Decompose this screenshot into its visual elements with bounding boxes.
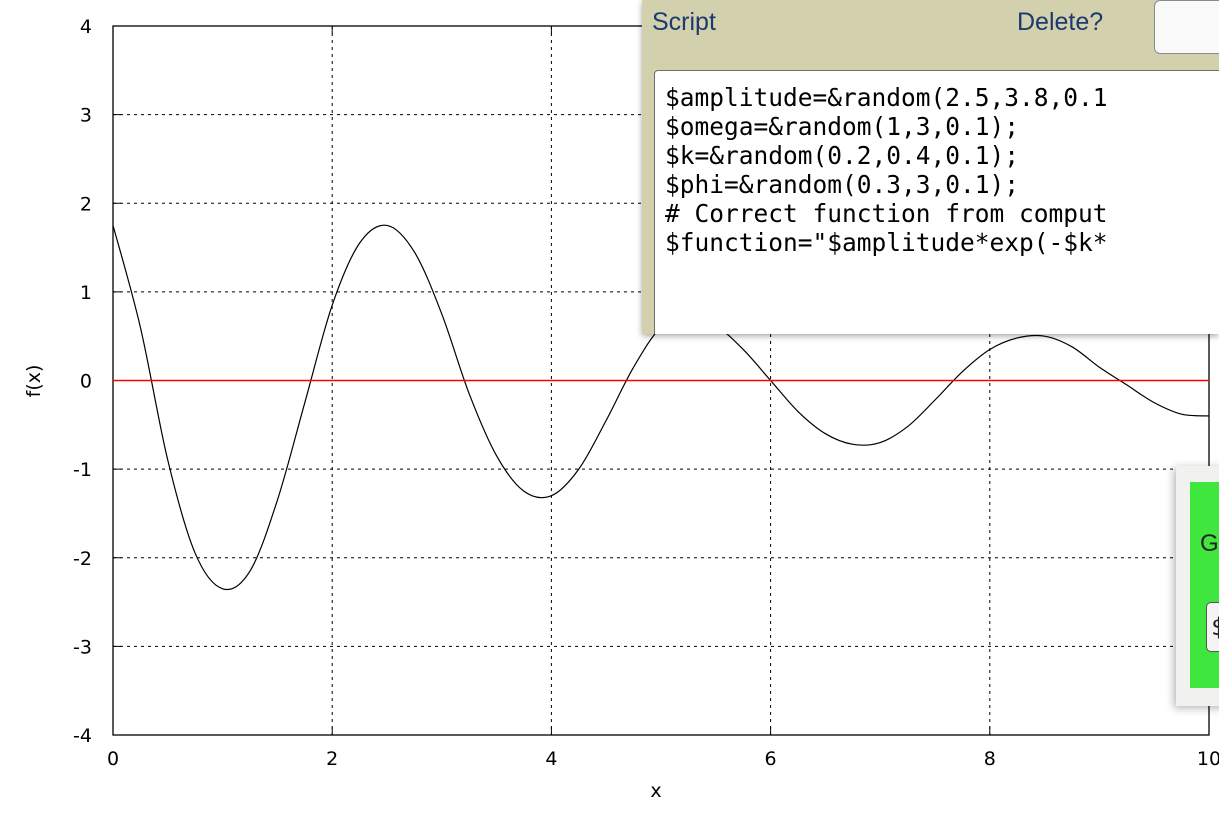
x-axis-label: x <box>650 780 661 802</box>
y-tick-label: 1 <box>80 282 92 304</box>
y-tick-label: -2 <box>73 548 92 570</box>
x-tick-label: 0 <box>107 748 119 770</box>
function-curve <box>112 224 1210 591</box>
answer-select[interactable]: $ <box>1206 602 1219 652</box>
x-tick-label: 4 <box>545 748 557 770</box>
x-tick-label: 10 <box>1197 748 1219 770</box>
script-line: $omega=&random(1,3,0.1); <box>665 112 1020 141</box>
x-tick-label: 6 <box>765 748 777 770</box>
script-line: $phi=&random(0.3,3,0.1); <box>665 170 1020 199</box>
y-tick-label: -3 <box>73 636 92 658</box>
script-line: $amplitude=&random(2.5,3.8,0.1 <box>665 83 1108 112</box>
script-line: # Correct function from comput <box>665 199 1108 228</box>
plot-series <box>112 224 1210 591</box>
delete-checkbox[interactable] <box>1154 0 1219 54</box>
answer-popup-body: G $ <box>1190 482 1219 688</box>
y-tick-label: -4 <box>73 725 92 747</box>
script-line: $k=&random(0.2,0.4,0.1); <box>665 141 1020 170</box>
script-textarea[interactable]: $amplitude=&random(2.5,3.8,0.1 $omega=&r… <box>654 70 1219 334</box>
script-line: $function="$amplitude*exp(-$k* <box>665 228 1108 257</box>
answer-popup: G $ <box>1176 466 1219 706</box>
script-code: $amplitude=&random(2.5,3.8,0.1 $omega=&r… <box>665 83 1219 257</box>
y-tick-label: -1 <box>73 459 92 481</box>
y-axis-label: f(x) <box>23 365 45 398</box>
delete-label: Delete? <box>1017 8 1104 36</box>
script-editor-panel: Script Delete? $amplitude=&random(2.5,3.… <box>642 0 1219 334</box>
y-tick-label: 3 <box>80 105 92 127</box>
y-tick-label: 0 <box>80 371 92 393</box>
answer-select-value: $ <box>1211 613 1219 641</box>
y-tick-label: 4 <box>80 16 92 38</box>
y-tick-label: 2 <box>80 193 92 215</box>
script-panel-title: Script <box>652 8 716 36</box>
answer-popup-label: G <box>1200 530 1219 557</box>
x-tick-label: 2 <box>326 748 338 770</box>
x-tick-label: 8 <box>984 748 996 770</box>
